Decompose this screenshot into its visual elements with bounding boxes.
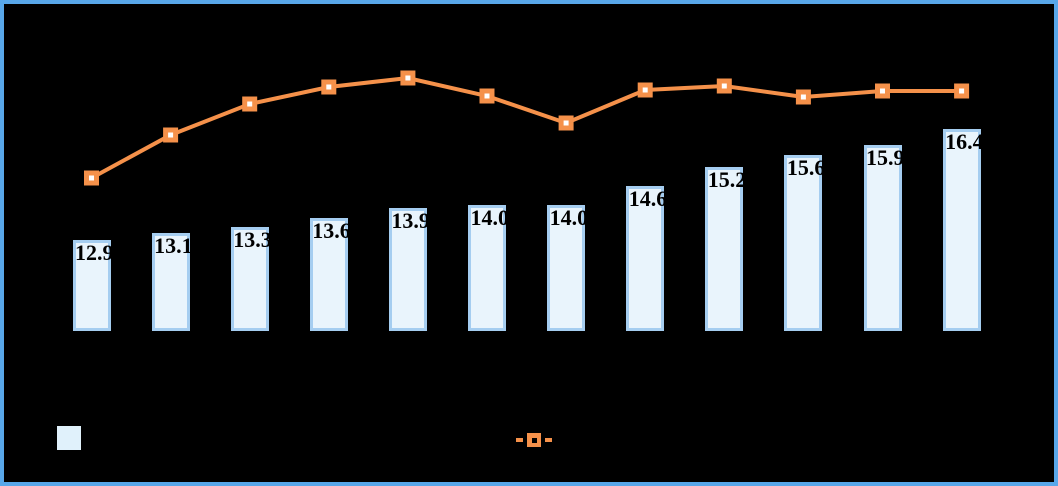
bar-value-label: 15.2 bbox=[707, 167, 747, 193]
bar-value-label: 15.9 bbox=[866, 145, 905, 171]
line-marker-center bbox=[880, 88, 885, 94]
legend-line-marker-icon bbox=[527, 433, 541, 447]
line-marker-center bbox=[405, 75, 411, 81]
bar-value-label: 14.6 bbox=[628, 186, 668, 212]
line-marker-center bbox=[89, 175, 94, 181]
line-marker-center bbox=[642, 87, 648, 93]
bar bbox=[942, 129, 981, 331]
legend-line-dash-right bbox=[545, 438, 552, 442]
bar-value-label: 15.6 bbox=[786, 154, 826, 180]
bar bbox=[309, 217, 348, 331]
line-marker-center bbox=[168, 132, 174, 138]
bar bbox=[468, 205, 506, 331]
bar bbox=[705, 167, 744, 331]
line-marker-center bbox=[721, 83, 727, 89]
line-marker-center bbox=[563, 120, 569, 126]
trend-line bbox=[90, 75, 962, 180]
bar bbox=[547, 205, 586, 331]
bar-value-label: 13.9 bbox=[391, 208, 430, 234]
bar bbox=[230, 227, 269, 331]
bar-value-label: 14.0 bbox=[549, 205, 589, 230]
bar-value-label: 12.9 bbox=[75, 239, 114, 265]
bar bbox=[151, 233, 190, 331]
legend-line-swatch bbox=[516, 433, 552, 447]
bar bbox=[72, 239, 111, 331]
line-marker-center bbox=[247, 101, 253, 107]
bar bbox=[388, 208, 427, 331]
bar bbox=[863, 145, 902, 331]
legend-bar-swatch bbox=[57, 426, 81, 450]
line-marker-center bbox=[484, 93, 490, 99]
bar-value-label: 13.1 bbox=[154, 233, 193, 259]
legend-line-dash-left bbox=[516, 438, 523, 442]
bar bbox=[784, 154, 823, 331]
line-marker-center bbox=[800, 94, 806, 100]
bar-value-label: 13.6 bbox=[312, 217, 351, 243]
bar-value-label: 13.3 bbox=[233, 227, 272, 253]
legend-line-marker-center bbox=[531, 437, 537, 443]
bar bbox=[626, 186, 665, 331]
bar-value-label: 14.0 bbox=[470, 205, 510, 230]
line-marker-center bbox=[959, 88, 965, 94]
line-marker-center bbox=[326, 84, 332, 90]
bar-value-label: 16.4 bbox=[945, 129, 984, 155]
